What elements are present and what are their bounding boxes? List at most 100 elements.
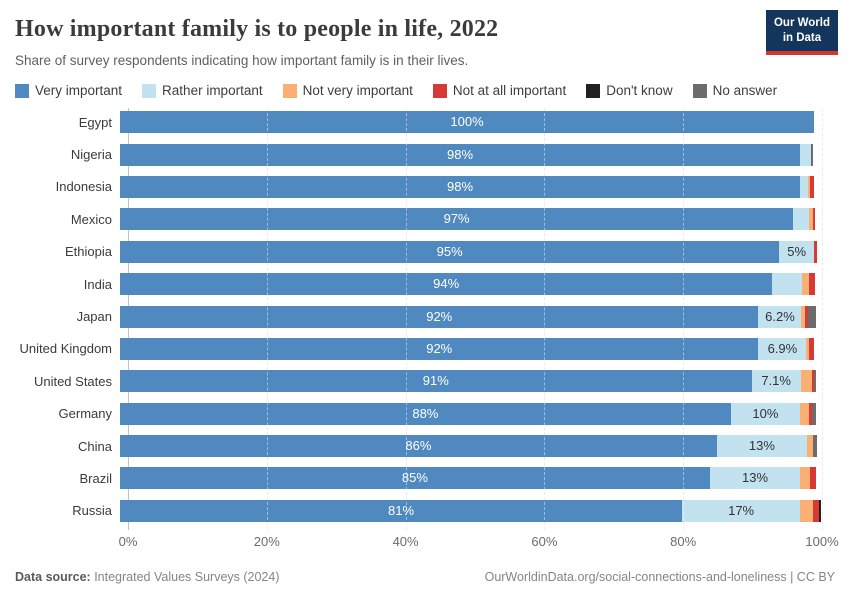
bar-value-label: 92% (426, 340, 453, 356)
owid-logo[interactable]: Our World in Data (765, 10, 838, 55)
legend-item[interactable]: Not very important (282, 83, 413, 98)
bar-segment-not-at-all-important[interactable] (809, 273, 815, 296)
legend-item[interactable]: Not at all important (432, 83, 566, 98)
bar-track: 86% 13% (120, 435, 818, 458)
bar-segment-rather-important[interactable] (772, 273, 803, 296)
bar-segment-no-answer[interactable] (811, 402, 817, 425)
bar-segment-very-important[interactable]: 98% (120, 175, 801, 198)
bar-row: United Kingdom 92% 6.9% (0, 333, 850, 365)
bar-segment-not-at-all-important[interactable] (813, 240, 818, 263)
bar-segment-very-important[interactable]: 100% (120, 111, 814, 134)
bar-segment-rather-important[interactable]: 7.1% (751, 370, 801, 393)
legend-swatch (142, 83, 157, 98)
bar-segment-very-important[interactable]: 88% (120, 402, 731, 425)
bar-row: Ethiopia 95% 5% (0, 236, 850, 268)
bar-row: Japan 92% 6.2% (0, 300, 850, 332)
bar-segment-very-important[interactable]: 92% (120, 337, 759, 360)
country-label: Japan (76, 309, 112, 325)
bar-segment-very-important[interactable]: 81% (120, 499, 683, 522)
bar-track: 98% (120, 175, 814, 198)
bar-row: Russia 81% 17% (0, 495, 850, 527)
bar-track: 88% 10% (120, 402, 817, 425)
bar-segment-very-important[interactable]: 92% (120, 305, 759, 328)
bar-segment-not-at-all-important[interactable] (809, 337, 814, 360)
bar-segment-rather-important[interactable] (800, 143, 811, 166)
bar-segment-not-very-important[interactable] (808, 175, 810, 198)
legend-item[interactable]: Don't know (586, 83, 673, 98)
bar-row: Mexico 97% (0, 203, 850, 235)
legend-label: Very important (35, 83, 123, 98)
country-label: Germany (58, 406, 112, 422)
bar-segment-not-very-important[interactable] (800, 402, 810, 425)
bar-segment-very-important[interactable]: 97% (120, 208, 794, 231)
bar-value-label: 85% (401, 470, 428, 486)
bar-segment-not-very-important[interactable] (800, 467, 810, 490)
bar-segment-rather-important[interactable]: 6.2% (758, 305, 802, 328)
bar-segment-no-answer[interactable] (810, 143, 813, 166)
data-source-prefix: Data source: (15, 570, 91, 584)
bar-segment-rather-important[interactable] (793, 208, 810, 231)
legend-item[interactable]: Very important (15, 83, 122, 98)
bar-segment-not-very-important[interactable] (801, 305, 805, 328)
bar-row: Nigeria 98% (0, 138, 850, 170)
bar-value-label: 17% (728, 502, 755, 518)
bar-segment-not-very-important[interactable] (806, 337, 810, 360)
country-label: Brazil (79, 470, 112, 486)
bar-track: 94% (120, 273, 815, 296)
axis-tick-label: 20% (253, 534, 280, 549)
credit-link[interactable]: OurWorldinData.org/social-connections-an… (484, 570, 835, 584)
chart-area: Egypt 100% Nigeria 98% Indonesia 98% Mexico 97%… (0, 106, 850, 530)
bar-segment-rather-important[interactable]: 13% (716, 435, 808, 458)
chart-rows: Egypt 100% Nigeria 98% Indonesia 98% Mexico 97%… (0, 106, 850, 527)
bar-segment-no-answer[interactable] (807, 305, 817, 328)
bar-segment-very-important[interactable]: 86% (120, 435, 717, 458)
bar-segment-rather-important[interactable]: 6.9% (758, 337, 807, 360)
bar-segment-rather-important[interactable]: 17% (682, 499, 801, 522)
bar-segment-rather-important[interactable]: 10% (730, 402, 801, 425)
bar-value-label: 92% (426, 308, 453, 324)
country-label: India (83, 276, 112, 292)
bar-track: 98% (120, 143, 813, 166)
bar-segment-not-at-all-important[interactable] (813, 499, 819, 522)
bar-segment-rather-important[interactable] (800, 175, 809, 198)
bar-segment-very-important[interactable]: 91% (120, 370, 752, 393)
legend-item[interactable]: No answer (692, 83, 778, 98)
bar-row: United States 91% 7.1% (0, 365, 850, 397)
bar-segment-dont-know[interactable] (818, 499, 821, 522)
bar-track: 92% 6.2% (120, 305, 817, 328)
bar-value-label: 94% (433, 276, 460, 292)
bar-track: 97% (120, 208, 815, 231)
bar-segment-not-at-all-important[interactable] (809, 175, 814, 198)
bar-segment-not-at-all-important[interactable] (811, 370, 814, 393)
bar-segment-rather-important[interactable]: 13% (709, 467, 801, 490)
bar-value-label: 7.1% (761, 373, 791, 389)
bar-segment-very-important[interactable]: 98% (120, 143, 801, 166)
bar-segment-not-very-important[interactable] (800, 370, 812, 393)
legend-label: Don't know (606, 83, 673, 98)
bar-row: Egypt 100% (0, 106, 850, 138)
owid-logo-line2: in Data (782, 31, 822, 44)
legend-label: No answer (712, 83, 778, 98)
bar-segment-very-important[interactable]: 85% (120, 467, 710, 490)
bar-segment-no-answer[interactable] (813, 370, 817, 393)
bar-segment-not-at-all-important[interactable] (809, 402, 812, 425)
bar-segment-rather-important[interactable]: 5% (779, 240, 814, 263)
bar-segment-very-important[interactable]: 94% (120, 273, 773, 296)
bar-value-label: 81% (388, 502, 415, 518)
legend-item[interactable]: Rather important (142, 83, 263, 98)
bar-segment-not-very-important[interactable] (807, 435, 814, 458)
bar-segment-not-at-all-important[interactable] (809, 467, 817, 490)
bar-segment-not-very-important[interactable] (800, 499, 814, 522)
bar-row: Indonesia 98% (0, 171, 850, 203)
bar-segment-no-answer[interactable] (813, 435, 818, 458)
bar-segment-not-very-important[interactable] (809, 208, 814, 231)
country-label: Indonesia (55, 179, 112, 195)
axis-tick-label: 80% (670, 534, 697, 549)
bar-segment-very-important[interactable]: 95% (120, 240, 780, 263)
bar-segment-not-at-all-important[interactable] (804, 305, 808, 328)
bar-track: 91% 7.1% (120, 370, 817, 393)
bar-segment-not-at-all-important[interactable] (813, 208, 815, 231)
bar-value-label: 100% (450, 114, 484, 130)
bar-segment-not-very-important[interactable] (802, 273, 810, 296)
